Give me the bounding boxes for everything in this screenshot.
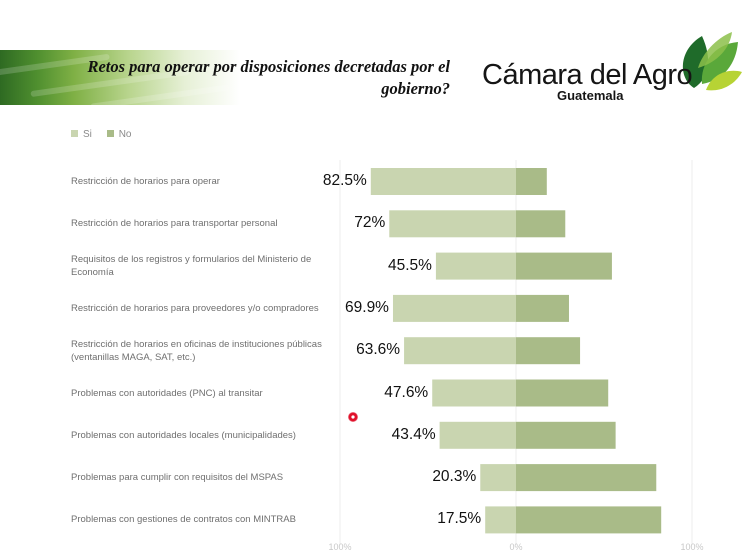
legend-label-si: Si	[83, 129, 92, 140]
bar-si-3	[435, 252, 516, 280]
logo-subtext: Guatemala	[557, 88, 624, 103]
camara-del-agro-logo: Cámara del Agro Guatemala	[482, 28, 744, 106]
bar-no-1	[516, 168, 547, 195]
category-label-1: Restricción de horarios para operar	[71, 176, 220, 187]
bar-si-1	[370, 168, 516, 195]
title-banner: Retos para operar por disposiciones decr…	[0, 50, 462, 105]
bar-si-9	[485, 506, 516, 534]
bar-si-4	[392, 294, 516, 322]
bar-no-4	[516, 294, 569, 322]
bar-si-7	[439, 421, 516, 449]
laser-pointer-dot	[348, 412, 358, 422]
category-label-5: Restricción de horarios en oficinas de i…	[71, 338, 322, 363]
data-label-6: 47.6%	[384, 383, 429, 401]
legend-swatch-no	[106, 130, 114, 137]
category-label-7: Problemas con autoridades locales (munic…	[71, 429, 296, 441]
bar-no-3	[516, 252, 612, 280]
x-tick-label-3: 100%	[680, 542, 703, 552]
data-label-2: 72%	[354, 214, 386, 232]
data-label-4: 69.9%	[345, 298, 389, 316]
leaf-icon	[682, 32, 742, 91]
slide-title: Retos para operar por disposiciones decr…	[87, 57, 450, 98]
logo-text: Cámara del Agro	[482, 59, 693, 91]
data-label-9: 17.5%	[437, 510, 482, 528]
legend-swatch-si	[71, 130, 78, 137]
legend-label-no: No	[118, 129, 132, 140]
bar-no-7	[516, 421, 616, 449]
category-label-9: Problemas con gestiones de contratos con…	[71, 514, 296, 526]
category-label-4: Restricción de horarios para proveedores…	[71, 302, 319, 314]
bar-si-6	[432, 379, 516, 407]
data-label-3: 45.5%	[387, 256, 432, 274]
bar-si-8	[480, 464, 516, 492]
bar-no-2	[516, 210, 566, 238]
bar-no-6	[516, 379, 609, 407]
data-label-1: 82.5%	[322, 172, 367, 189]
legend-item-no: No	[106, 129, 132, 140]
bar-no-9	[516, 506, 662, 534]
category-label-8: Problemas para cumplir con requisitos de…	[71, 472, 284, 484]
bar-si-2	[389, 210, 516, 238]
chart-legend: Si No	[71, 129, 143, 140]
bar-no-5	[516, 337, 581, 365]
data-label-8: 20.3%	[432, 468, 477, 486]
data-label-7: 43.4%	[391, 425, 436, 443]
bar-si-5	[404, 337, 516, 365]
bar-no-8	[516, 464, 657, 492]
x-tick-label-2: 0%	[509, 542, 522, 552]
category-label-3: Requisitos de los registros y formulario…	[71, 254, 312, 279]
category-label-6: Problemas con autoridades (PNC) al trans…	[71, 387, 263, 399]
legend-item-si: Si	[71, 129, 92, 140]
data-label-5: 63.6%	[356, 341, 401, 359]
x-tick-label-1: 100%	[328, 542, 351, 552]
category-label-2: Restricción de horarios para transportar…	[71, 218, 278, 230]
